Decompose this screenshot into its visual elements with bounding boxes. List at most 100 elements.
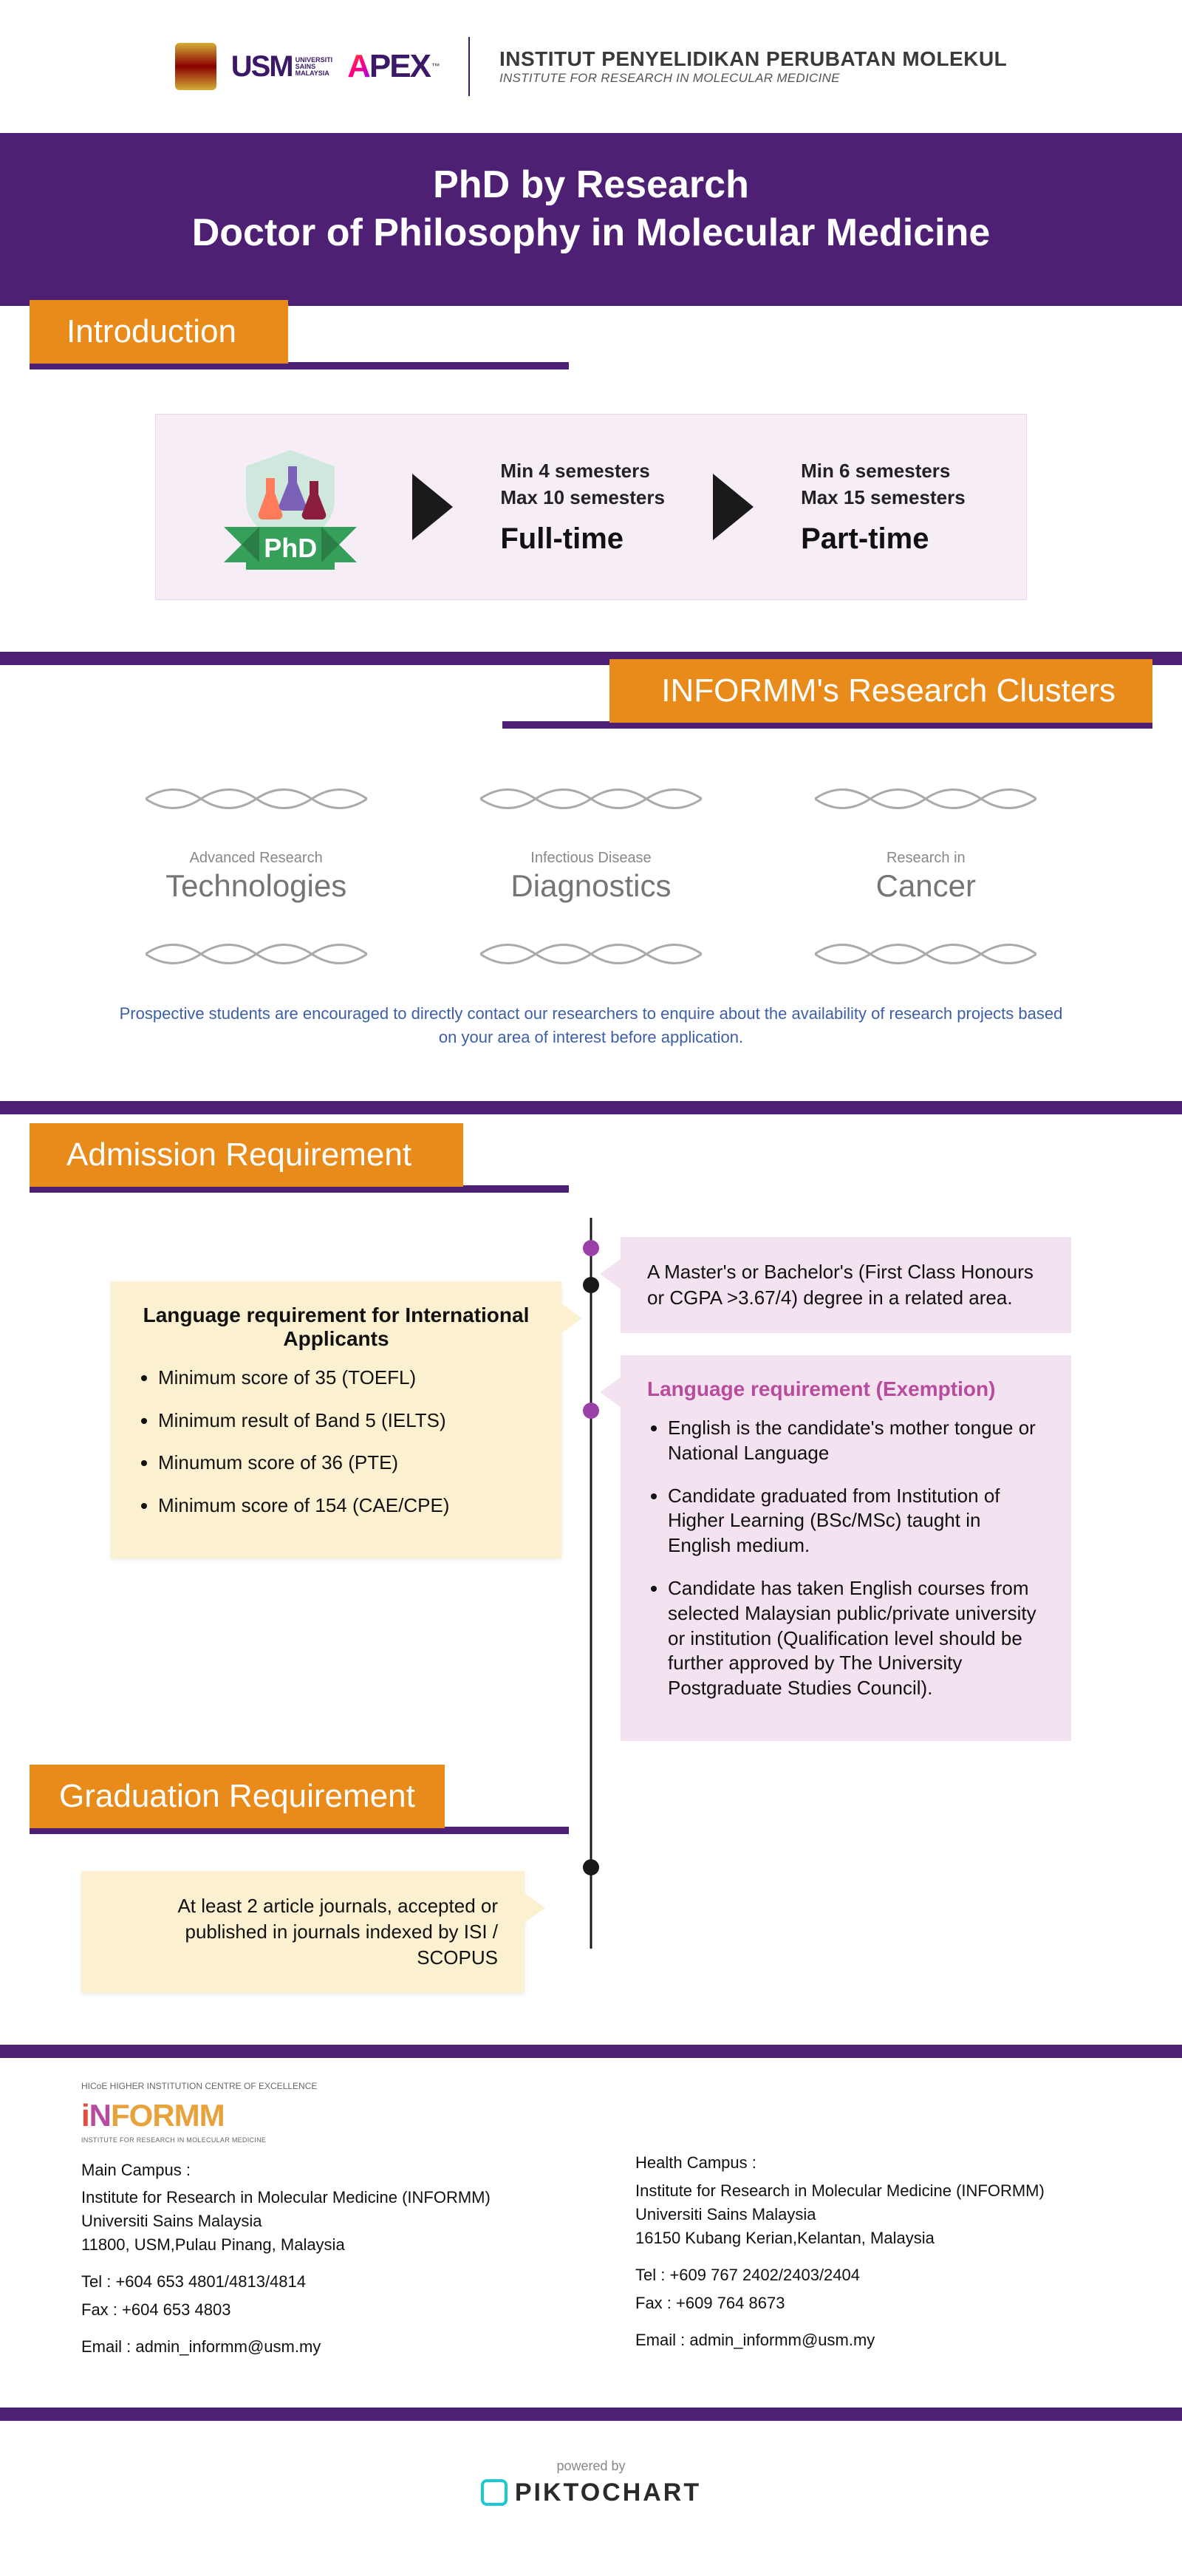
- list-item: Minumum score of 36 (PTE): [158, 1451, 535, 1476]
- campus-addr: 16150 Kubang Kerian,Kelantan, Malaysia: [635, 2226, 1101, 2250]
- campus-name: Institute for Research in Molecular Medi…: [81, 2186, 547, 2209]
- logo-group-left: USM UNIVERSITI SAINS MALAYSIA APEX™: [175, 43, 439, 90]
- parttime-duration: Min 6 semesters Max 15 semesters Part-ti…: [801, 458, 966, 555]
- graduation-card-wrap: At least 2 article journals, accepted or…: [81, 1871, 525, 1993]
- dna-frame-icon: Advanced Research Technologies: [146, 780, 367, 972]
- cluster-main: Technologies: [165, 868, 346, 904]
- degree-req-text: A Master's or Bachelor's (First Class Ho…: [647, 1259, 1045, 1311]
- cluster-sup: Infectious Disease: [530, 850, 651, 867]
- cluster-main: Diagnostics: [510, 868, 671, 904]
- parttime-label: Part-time: [801, 522, 966, 556]
- exemption-card: Language requirement (Exemption) English…: [621, 1355, 1071, 1741]
- usm-abbrev: USM: [231, 50, 293, 84]
- institute-name-en: INSTITUTE FOR RESEARCH IN MOLECULAR MEDI…: [499, 71, 1007, 86]
- apex-logo: APEX™: [347, 48, 439, 85]
- informm-logo: HICoE HIGHER INSTITUTION CENTRE OF EXCEL…: [81, 2080, 547, 2144]
- graduation-card: At least 2 article journals, accepted or…: [81, 1871, 525, 1993]
- campus-univ: Universiti Sains Malaysia: [81, 2209, 547, 2233]
- usm-logo: USM UNIVERSITI SAINS MALAYSIA: [231, 50, 332, 84]
- graduation-text: At least 2 article journals, accepted or…: [108, 1893, 498, 1971]
- intro-box: PhD Min 4 semesters Max 10 semesters Ful…: [155, 414, 1027, 600]
- campus-fax: Fax : +609 764 8673: [635, 2292, 1101, 2315]
- parttime-max: Max 15 semesters: [801, 485, 966, 511]
- contact-main-campus: HICoE HIGHER INSTITUTION CENTRE OF EXCEL…: [81, 2080, 547, 2363]
- contact-section: HICoE HIGHER INSTITUTION CENTRE OF EXCEL…: [30, 2058, 1152, 2408]
- apex-rest: PEX: [369, 48, 430, 85]
- degree-req-card: A Master's or Bachelor's (First Class Ho…: [621, 1237, 1071, 1333]
- language-req-list: Minimum score of 35 (TOEFL) Minimum resu…: [137, 1366, 535, 1519]
- language-req-card: Language requirement for International A…: [111, 1281, 561, 1558]
- admission-left-col: Language requirement for International A…: [81, 1237, 591, 1763]
- cluster-sup: Advanced Research: [190, 850, 323, 867]
- dna-frame-icon: Research in Cancer: [815, 780, 1036, 972]
- phd-ribbon-label: PhD: [246, 527, 335, 570]
- cluster-item: Infectious Disease Diagnostics: [451, 780, 731, 972]
- section-introduction: Introduction PhD: [30, 306, 1152, 600]
- cluster-item: Research in Cancer: [785, 780, 1066, 972]
- parttime-min: Min 6 semesters: [801, 458, 966, 484]
- list-item: Candidate graduated from Institution of …: [668, 1484, 1045, 1558]
- list-item: Candidate has taken English courses from…: [668, 1576, 1045, 1701]
- list-item: Minimum score of 154 (CAE/CPE): [158, 1493, 535, 1519]
- section-clusters: INFORMM's Research Clusters Advanced Res…: [30, 665, 1152, 1101]
- campus-email: Email : admin_informm@usm.my: [81, 2335, 547, 2359]
- usm-full: UNIVERSITI SAINS MALAYSIA: [296, 57, 333, 77]
- header-bar: USM UNIVERSITI SAINS MALAYSIA APEX™ INST…: [0, 0, 1182, 133]
- page: USM UNIVERSITI SAINS MALAYSIA APEX™ INST…: [0, 0, 1182, 2576]
- admission-columns: Language requirement for International A…: [30, 1193, 1152, 1771]
- institute-name-ms: INSTITUT PENYELIDIKAN PERUBATAN MOLEKUL: [499, 47, 1007, 71]
- cluster-note: Prospective students are encouraged to d…: [30, 995, 1152, 1101]
- campus-fax: Fax : +604 653 4803: [81, 2298, 547, 2322]
- list-item: Minimum result of Band 5 (IELTS): [158, 1408, 535, 1434]
- graduation-heading: Graduation Requirement: [30, 1765, 445, 1828]
- timeline-dot-icon: [583, 1859, 599, 1875]
- list-item: Minimum score of 35 (TOEFL): [158, 1366, 535, 1391]
- contact-health-campus: Health Campus : Institute for Research i…: [635, 2080, 1101, 2363]
- graduation-head: Graduation Requirement: [30, 1771, 1152, 1834]
- campus-label: Main Campus :: [81, 2158, 547, 2182]
- exemption-title: Language requirement (Exemption): [647, 1377, 1045, 1401]
- clusters-row: Advanced Research Technologies Infectiou…: [30, 729, 1152, 995]
- institute-title: INSTITUT PENYELIDIKAN PERUBATAN MOLEKUL …: [499, 47, 1007, 86]
- triangle-icon: [412, 474, 453, 540]
- hero: PhD by Research Doctor of Philosophy in …: [0, 133, 1182, 293]
- campus-email: Email : admin_informm@usm.my: [635, 2328, 1101, 2352]
- cluster-sup: Research in: [886, 850, 966, 867]
- fulltime-label: Full-time: [500, 522, 665, 556]
- hero-line1: PhD by Research: [433, 163, 749, 206]
- vertical-divider: [468, 37, 470, 96]
- list-item: English is the candidate's mother tongue…: [668, 1416, 1045, 1466]
- footer: powered by PIKTOCHART: [0, 2421, 1182, 2576]
- section-admission: Admission Requirement Language requireme…: [30, 1114, 1152, 1993]
- campus-univ: Universiti Sains Malaysia: [635, 2203, 1101, 2226]
- hero-title: PhD by Research Doctor of Philosophy in …: [0, 161, 1182, 257]
- fulltime-min: Min 4 semesters: [500, 458, 665, 484]
- admission-right-col: A Master's or Bachelor's (First Class Ho…: [591, 1237, 1101, 1763]
- piktochart-icon: [481, 2479, 508, 2506]
- phd-badge: PhD: [216, 444, 364, 570]
- hicoe-label: HICoE HIGHER INSTITUTION CENTRE OF EXCEL…: [81, 2080, 547, 2093]
- powered-by-label: powered by: [0, 2459, 1182, 2474]
- triangle-icon: [713, 474, 754, 540]
- dna-frame-icon: Infectious Disease Diagnostics: [480, 780, 702, 972]
- fulltime-duration: Min 4 semesters Max 10 semesters Full-ti…: [500, 458, 665, 555]
- piktochart-logo[interactable]: PIKTOCHART: [481, 2478, 701, 2507]
- campus-addr: 11800, USM,Pulau Pinang, Malaysia: [81, 2233, 547, 2257]
- cluster-main: Cancer: [876, 868, 976, 904]
- piktochart-text: PIKTOCHART: [515, 2478, 701, 2507]
- introduction-heading: Introduction: [30, 300, 288, 364]
- exemption-list: English is the candidate's mother tongue…: [647, 1416, 1045, 1701]
- clusters-heading: INFORMM's Research Clusters: [609, 659, 1152, 723]
- usm-crest-icon: [175, 43, 216, 90]
- campus-name: Institute for Research in Molecular Medi…: [635, 2179, 1101, 2203]
- campus-label: Health Campus :: [635, 2151, 1101, 2175]
- hero-line2: Doctor of Philosophy in Molecular Medici…: [192, 211, 991, 254]
- cluster-item: Advanced Research Technologies: [116, 780, 397, 972]
- informm-sub: INSTITUTE FOR RESEARCH IN MOLECULAR MEDI…: [81, 2136, 547, 2145]
- apex-tm: ™: [431, 61, 439, 72]
- campus-tel: Tel : +609 767 2402/2403/2404: [635, 2263, 1101, 2287]
- admission-heading: Admission Requirement: [30, 1123, 463, 1187]
- apex-a: A: [347, 48, 369, 85]
- language-req-title: Language requirement for International A…: [137, 1304, 535, 1351]
- fulltime-max: Max 10 semesters: [500, 485, 665, 511]
